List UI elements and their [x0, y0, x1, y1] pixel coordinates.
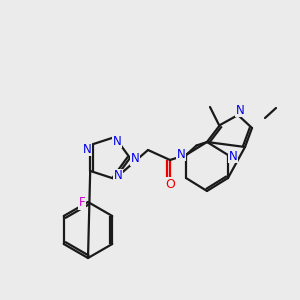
Text: N: N	[236, 103, 244, 116]
Text: F: F	[79, 196, 85, 209]
Text: N: N	[113, 169, 122, 182]
Text: N: N	[229, 149, 237, 163]
Text: N: N	[130, 152, 140, 166]
Text: N: N	[177, 148, 185, 160]
Text: N: N	[112, 135, 121, 148]
Text: O: O	[165, 178, 175, 190]
Text: N: N	[83, 142, 92, 156]
